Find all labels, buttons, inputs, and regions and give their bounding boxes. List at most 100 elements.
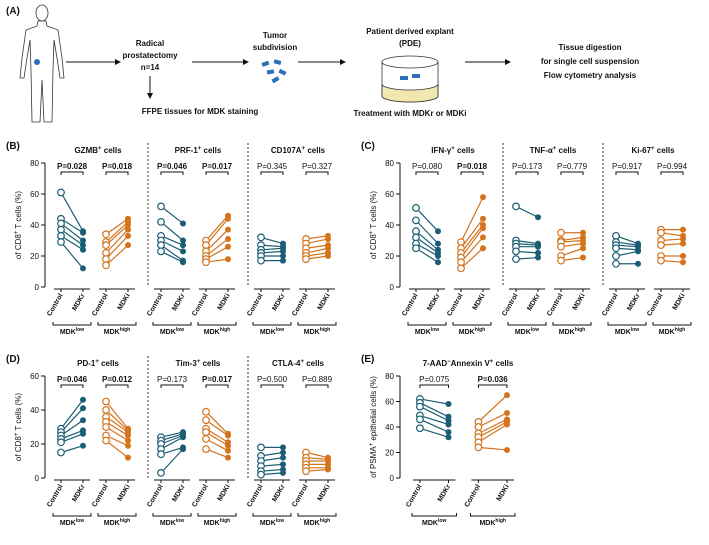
p-bracket: [205, 171, 229, 175]
control-point: [157, 247, 165, 256]
control-point: [102, 406, 110, 414]
x-tick-label: MDKi: [217, 292, 232, 311]
group-bracket: [152, 322, 192, 326]
treated-point: [480, 215, 486, 222]
control-point: [302, 467, 310, 476]
treated-point: [180, 242, 186, 249]
step-text: Flow cytometry analysis: [544, 71, 637, 80]
treated-point: [180, 434, 186, 441]
group-label-part: high: [220, 327, 231, 333]
pair-line: [415, 243, 439, 257]
pair-line: [419, 414, 449, 426]
panel-label: (A): [6, 6, 20, 17]
y-tick-label: 60: [30, 372, 39, 381]
treated-point: [225, 442, 231, 449]
x-tick-label: Control: [191, 483, 210, 508]
y-axis-label-part: T cells (%): [369, 191, 378, 231]
x-tick-label: Control: [401, 292, 420, 317]
treated-point: [445, 429, 452, 436]
group-label-part: MDK: [559, 329, 575, 336]
control-point: [102, 423, 110, 431]
subplot-title-part: +: [300, 359, 304, 365]
x-tick-label: Control: [91, 292, 110, 317]
y-axis-label: of CD8+ T cells (%): [369, 191, 378, 259]
treated-point: [680, 235, 686, 242]
pair-line: [160, 235, 184, 246]
group-label: MDKhigh: [204, 518, 231, 527]
p-bracket: [419, 384, 449, 388]
control-point: [416, 415, 424, 424]
treated-point: [325, 253, 331, 259]
treated-point: [580, 245, 586, 252]
subplot-title-part: PD-1: [77, 359, 96, 368]
pair-line: [60, 433, 84, 443]
treated-point: [280, 449, 286, 456]
p-value: P=0.327: [302, 162, 333, 171]
subplot-title: GZMB+ cells: [74, 146, 122, 155]
p-value: P=0.917: [612, 162, 643, 171]
step-text: Treatment with MDKr or MDKi: [354, 109, 467, 118]
treated-point: [325, 245, 331, 252]
pair-line: [205, 438, 229, 452]
group-label-part: high: [495, 518, 506, 524]
pair-line: [160, 205, 184, 224]
pair-line: [478, 412, 508, 428]
p-value: P=0.889: [302, 375, 333, 384]
treated-point: [480, 225, 486, 232]
treated-point: [680, 226, 686, 233]
pair-line: [415, 247, 439, 263]
y-axis-label-part: of PSMA: [369, 446, 378, 478]
group-bracket: [652, 322, 692, 326]
x-tick-label: MDKr: [171, 483, 187, 503]
treated-point: [280, 248, 286, 255]
control-point: [657, 228, 665, 237]
treated-point: [125, 226, 131, 233]
pair-line: [105, 416, 129, 433]
group-bracket: [97, 322, 137, 326]
group-label-part: high: [220, 518, 231, 524]
group-label-part: low: [276, 518, 284, 524]
subplot-title-part: 7-AAD: [423, 359, 448, 368]
treated-point: [535, 214, 541, 221]
control-point: [157, 202, 165, 211]
group-label-part: low: [531, 327, 539, 333]
control-point: [557, 256, 565, 265]
x-tick-label: Control: [405, 483, 424, 508]
treated-point: [80, 442, 86, 449]
group-label: MDKlow: [515, 327, 539, 336]
x-tick-label: Control: [146, 292, 165, 317]
subplot-title-part: −: [447, 359, 451, 365]
y-tick-label: 80: [30, 159, 39, 168]
x-tick-label: Control: [291, 292, 310, 317]
treated-point: [125, 222, 131, 228]
treated-point: [280, 454, 286, 461]
treated-point: [680, 253, 686, 259]
control-point: [202, 428, 210, 437]
p-value: P=0.075: [419, 375, 450, 384]
treated-point: [504, 409, 510, 416]
treated-point: [125, 442, 131, 449]
group-label: MDKlow: [160, 327, 184, 336]
p-bracket: [260, 171, 284, 175]
y-tick-label: 20: [385, 449, 394, 458]
treated-point: [225, 235, 231, 242]
y-axis-label-part: of CD8: [14, 436, 23, 461]
pair-line: [478, 423, 508, 443]
x-tick-label: MDKr: [71, 292, 87, 312]
treated-point: [225, 447, 231, 454]
x-tick-label: Control: [501, 292, 520, 317]
subplot-title-part: +: [651, 146, 655, 152]
treated-point: [80, 237, 86, 244]
group-label-part: MDK: [104, 329, 120, 336]
treated-point: [504, 446, 510, 453]
y-tick-label: 0: [390, 283, 395, 292]
group-label-part: MDK: [204, 329, 220, 336]
p-value: P=0.017: [202, 375, 233, 384]
p-bracket: [60, 384, 84, 388]
subplot-title-part: Annexin V: [451, 359, 491, 368]
group-bracket: [252, 513, 292, 517]
subplot-title-part: TNF-α: [530, 146, 553, 155]
pair-line: [415, 219, 439, 245]
y-axis-label-part: epithelial cells (%): [369, 376, 378, 443]
y-axis-label-part: +: [14, 230, 20, 234]
